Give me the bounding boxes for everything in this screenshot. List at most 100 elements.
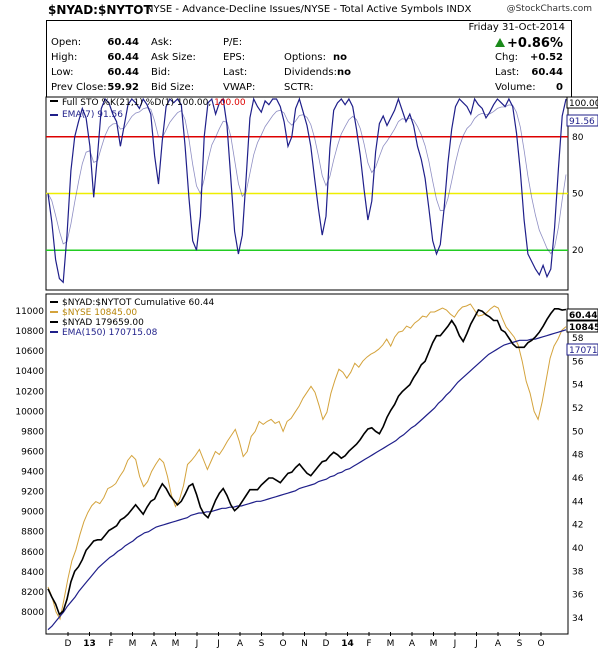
- last-value: 60.44: [531, 67, 563, 78]
- sto-legend: Full STO %K(21,1) %D(1) 100.00, 100.00 E…: [50, 98, 246, 120]
- vwap-label: VWAP:: [223, 82, 256, 93]
- last-label: Last:: [495, 67, 520, 78]
- sto-legend-red: 100.00: [214, 98, 246, 108]
- price-last-value-labels: 60.44 10845 17071: [566, 308, 598, 356]
- x-tick-D: D: [65, 639, 72, 649]
- right-tick-46: 46: [572, 474, 584, 484]
- high-label: High:: [51, 52, 78, 63]
- sto-last-box: [566, 96, 598, 109]
- bid-size-label: Bid Size:: [151, 82, 195, 93]
- symbol-title: $NYAD:$NYTOT: [48, 3, 152, 17]
- brand-watermark: @StockCharts.com: [506, 4, 592, 14]
- prev-close-label: Prev Close:: [51, 82, 107, 93]
- price-pane: [45, 293, 569, 635]
- x-tick-A: A: [495, 639, 502, 649]
- left-tick-9000: 9000: [21, 508, 44, 518]
- left-tick-10800: 10800: [15, 327, 44, 337]
- sto-legend-swatch: [50, 100, 58, 102]
- low-label: Low:: [51, 67, 74, 78]
- sto-ema-last-value: 91.56: [569, 117, 595, 127]
- price-right-axis: 3436384042444648505254565860: [572, 311, 584, 624]
- right-tick-50: 50: [572, 427, 584, 437]
- right-tick-58: 58: [572, 334, 584, 344]
- price-legend: $NYAD:$NYTOT Cumulative 60.44 $NYSE 1084…: [50, 298, 215, 338]
- sto-legend-text: Full STO %K(21,1) %D(1) 100.00, 100.00: [62, 98, 246, 108]
- nyad-cumulative-series-line: [47, 308, 567, 616]
- symbol-description: NYSE - Advance-Decline Issues/NYSE - Tot…: [146, 4, 472, 15]
- right-tick-38: 38: [572, 567, 584, 577]
- x-tick-M: M: [172, 639, 180, 649]
- left-tick-8000: 8000: [21, 608, 44, 618]
- left-tick-9400: 9400: [21, 468, 44, 478]
- left-tick-10000: 10000: [15, 407, 44, 417]
- nyse-last-box: [566, 320, 598, 333]
- x-tick-M: M: [387, 639, 395, 649]
- x-tick-J: J: [195, 639, 199, 649]
- up-arrow-icon: [495, 38, 505, 47]
- quote-date: Friday 31-Oct-2014: [468, 22, 565, 33]
- price-left-axis: 8000 8200 8400 8600 8800 9000 9200 9400 9600 9800…: [15, 307, 44, 618]
- ema150-series-line: [47, 329, 567, 631]
- x-tick-M: M: [129, 639, 137, 649]
- options-value: no: [333, 52, 347, 63]
- nyad-legend-text: $NYAD 179659.00: [62, 318, 144, 328]
- x-tick-S: S: [259, 639, 265, 649]
- chg-label: Chg:: [495, 52, 519, 63]
- right-tick-54: 54: [572, 381, 584, 391]
- open-value: 60.44: [107, 37, 139, 48]
- eps-label: EPS:: [223, 52, 246, 63]
- x-tick-A: A: [409, 639, 416, 649]
- nyad-cum-last-value: 60.44: [569, 311, 597, 321]
- dividends-value: no: [337, 67, 351, 78]
- low-value: 60.44: [107, 67, 139, 78]
- chart-header: $NYAD:$NYTOT NYSE - Advance-Decline Issu…: [0, 0, 598, 22]
- left-tick-9600: 9600: [21, 447, 44, 457]
- sto-ema-legend-swatch: [50, 114, 58, 116]
- sto-tick-50: 50: [572, 190, 584, 200]
- x-tick-13: 13: [83, 639, 96, 649]
- sto-axis-ticks: 80 50 20: [572, 133, 584, 256]
- sto-last-value: 100.00: [569, 99, 598, 109]
- left-tick-10400: 10400: [15, 367, 44, 377]
- x-tick-F: F: [366, 639, 371, 649]
- nyse-series-line: [47, 303, 567, 621]
- ema150-last-box: [566, 343, 598, 356]
- sto-ema-last-box: [566, 114, 598, 127]
- nyad-legend-swatch: [50, 321, 58, 323]
- ema150-legend-swatch: [50, 331, 58, 333]
- right-tick-56: 56: [572, 357, 584, 367]
- left-tick-8400: 8400: [21, 568, 44, 578]
- sctr-label: SCTR:: [284, 82, 314, 93]
- sto-tick-20: 20: [572, 246, 584, 256]
- ask-size-label: Ask Size:: [151, 52, 196, 63]
- x-tick-A: A: [237, 639, 244, 649]
- x-tick-J: J: [216, 639, 220, 649]
- last-label-mid: Last:: [223, 67, 248, 78]
- sto-ema-series-line: [47, 104, 567, 255]
- right-tick-42: 42: [572, 521, 583, 531]
- x-tick-14: 14: [341, 639, 354, 649]
- x-axis-labels: D 13 F M A M J J A S O N D 14 F M A M J J A S O: [65, 632, 545, 649]
- high-value: 60.44: [107, 52, 139, 63]
- x-tick-S: S: [517, 639, 523, 649]
- x-tick-O: O: [537, 639, 544, 649]
- ema150-legend-text: EMA(150) 170715.08: [62, 328, 158, 338]
- left-tick-8200: 8200: [21, 588, 44, 598]
- nyad-cum-last-box: [566, 308, 598, 321]
- nyse-last-value: 10845: [569, 323, 598, 333]
- left-tick-9800: 9800: [21, 427, 44, 437]
- nyse-legend-swatch: [50, 311, 58, 313]
- x-tick-J: J: [474, 639, 478, 649]
- left-tick-10600: 10600: [15, 347, 44, 357]
- ema150-last-value: 17071: [569, 346, 598, 356]
- x-tick-O: O: [279, 639, 286, 649]
- left-tick-11000: 11000: [15, 307, 44, 317]
- quote-panel: Open: 60.44 High: 60.44 Low: 60.44 Prev …: [46, 20, 572, 98]
- pe-label: P/E:: [223, 37, 243, 48]
- x-tick-M: M: [430, 639, 438, 649]
- x-tick-A: A: [151, 639, 158, 649]
- bid-label: Bid:: [151, 67, 171, 78]
- right-tick-44: 44: [572, 497, 584, 507]
- volume-label: Volume:: [495, 82, 536, 93]
- sto-reference-lines: [46, 136, 568, 251]
